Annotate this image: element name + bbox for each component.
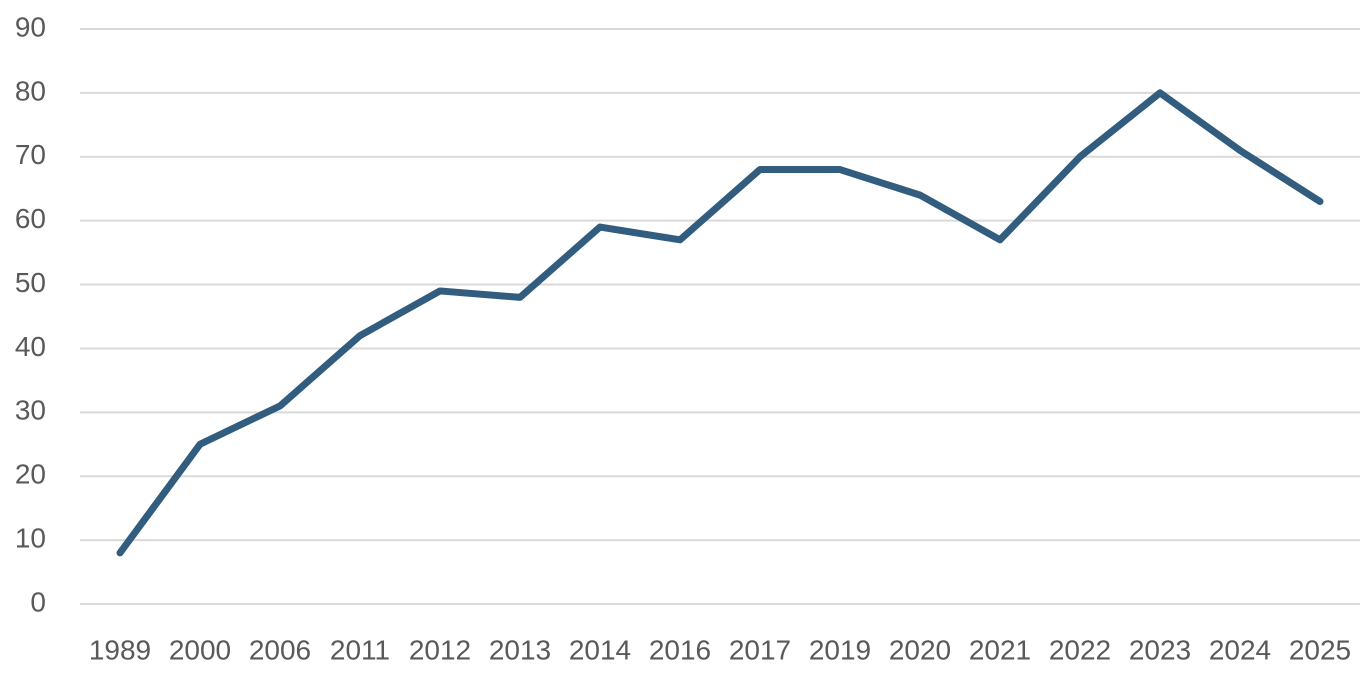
x-tick-label: 2020 <box>889 634 951 665</box>
x-tick-label: 2025 <box>1289 634 1351 665</box>
x-tick-label: 2022 <box>1049 634 1111 665</box>
x-tick-label: 2011 <box>330 634 390 665</box>
y-tick-label: 40 <box>15 331 46 362</box>
x-tick-label: 2006 <box>249 634 311 665</box>
y-tick-label: 60 <box>15 203 46 234</box>
x-tick-label: 2014 <box>569 634 631 665</box>
x-tick-label: 2023 <box>1129 634 1191 665</box>
data-line <box>116 89 1324 557</box>
x-tick-label: 2000 <box>169 634 231 665</box>
x-tick-label: 2013 <box>489 634 551 665</box>
y-tick-label: 20 <box>15 459 46 490</box>
x-tick-label: 2024 <box>1209 634 1271 665</box>
x-tick-label: 1989 <box>89 634 151 665</box>
x-tick-label: 2021 <box>969 634 1031 665</box>
y-tick-label: 70 <box>15 139 46 170</box>
x-tick-label: 2019 <box>809 634 871 665</box>
x-tick-label: 2016 <box>649 634 711 665</box>
y-tick-label: 10 <box>15 523 46 554</box>
y-tick-label: 90 <box>15 11 46 42</box>
y-tick-label: 30 <box>15 395 46 426</box>
y-tick-label: 80 <box>15 75 46 106</box>
y-tick-label: 50 <box>15 267 46 298</box>
y-tick-label: 0 <box>30 586 46 617</box>
x-tick-label: 2017 <box>729 634 791 665</box>
x-tick-label: 2012 <box>409 634 471 665</box>
